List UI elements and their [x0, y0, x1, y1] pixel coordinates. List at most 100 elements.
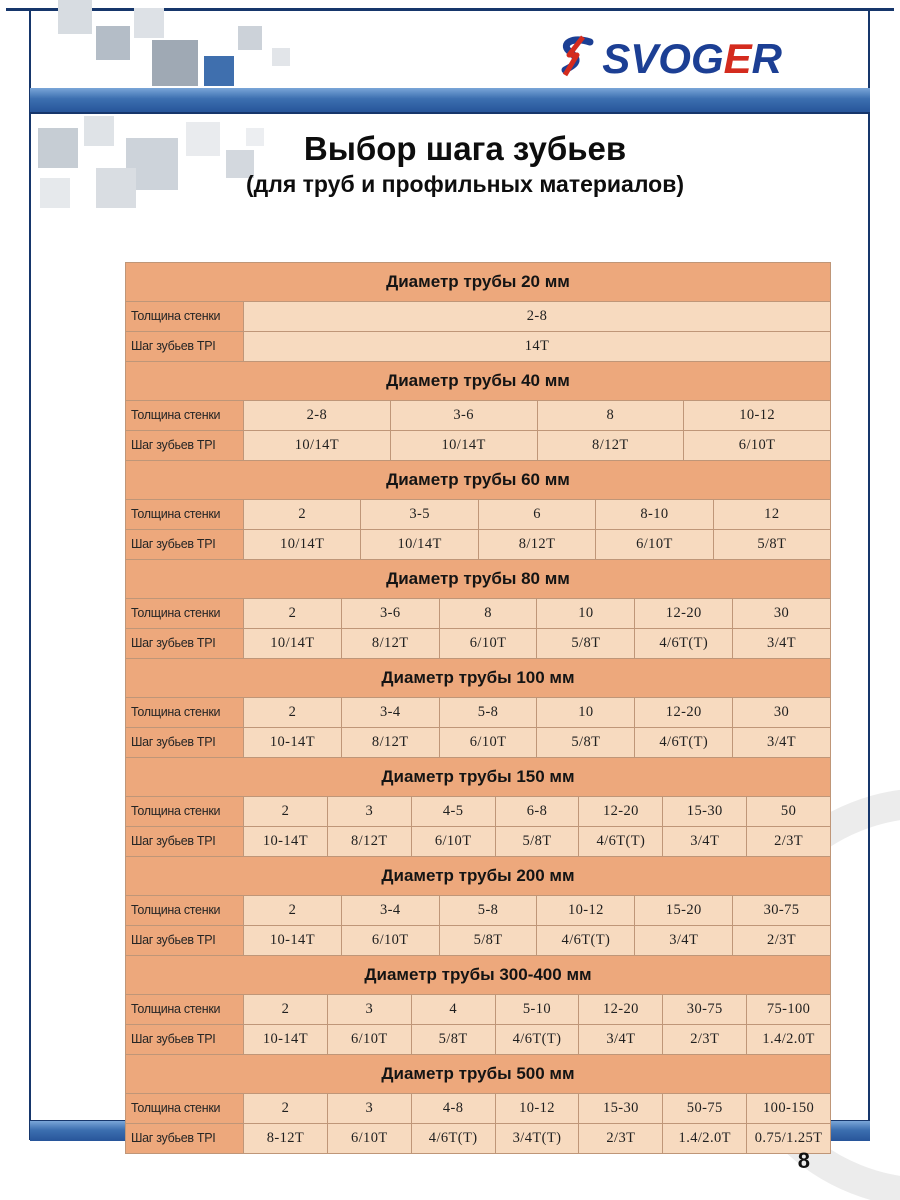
- table-row-thickness: Толщина стенки 2-8 3-6 8 10-12: [126, 400, 830, 430]
- row-label-thickness: Толщина стенки: [126, 500, 244, 529]
- decorative-square: [186, 122, 220, 156]
- value-cell: 6/10Т: [410, 827, 495, 856]
- value-cell: 3/4Т: [578, 1025, 663, 1054]
- decorative-square: [38, 128, 78, 168]
- section-header: Диаметр трубы 80 мм: [126, 559, 830, 598]
- table-section: Диаметр трубы 300-400 мм Толщина стенки 2 3…: [126, 955, 831, 1054]
- table-section: Диаметр трубы 60 мм Толщина стенки 2 3-5 6 8-…: [126, 460, 831, 559]
- row-label-tpi: Шаг зубьев TPI: [126, 629, 244, 658]
- value-cell: 4: [410, 995, 495, 1024]
- value-cell: 30-75: [662, 995, 747, 1024]
- value-cell: 6/10Т: [326, 1124, 411, 1153]
- header-bar: [30, 88, 870, 114]
- value-cell: 12-20: [578, 797, 663, 826]
- title-block: Выбор шага зубьев (для труб и профильных…: [0, 128, 900, 200]
- value-cell: 2: [244, 797, 327, 826]
- decorative-square: [84, 116, 114, 146]
- section-header: Диаметр трубы 150 мм: [126, 757, 830, 796]
- value-cell: 2: [244, 698, 341, 727]
- value-cell: 4/6Т(Т): [410, 1124, 495, 1153]
- row-label-tpi: Шаг зубьев TPI: [126, 332, 244, 361]
- value-cell: 10/14Т: [244, 431, 390, 460]
- value-cell: 6/10Т: [438, 728, 537, 757]
- value-cell: 12-20: [634, 698, 733, 727]
- table-section: Диаметр трубы 20 мм Толщина стенки 2-8 Шаг …: [126, 263, 830, 361]
- value-cell: 6/10Т: [438, 629, 537, 658]
- value-cell: 10-14Т: [244, 926, 341, 955]
- value-cell: 4/6Т(Т): [494, 1025, 579, 1054]
- value-cell: 6/10Т: [340, 926, 439, 955]
- row-label-thickness: Толщина стенки: [126, 995, 244, 1024]
- value-cell: 2/3Т: [732, 926, 830, 955]
- table-row-thickness: Толщина стенки 2 3 4-8 10-12 15-30 50-75 100-15…: [126, 1093, 831, 1123]
- decorative-square: [272, 48, 290, 66]
- value-cell: 2: [244, 896, 341, 925]
- value-cell: 8: [536, 401, 684, 430]
- row-label-thickness: Толщина стенки: [126, 599, 244, 628]
- row-label-thickness: Толщина стенки: [126, 797, 244, 826]
- table-row-tpi: Шаг зубьев TPI 8-12Т 6/10Т 4/6Т(Т) 3/4Т(Т) 2/…: [126, 1123, 831, 1153]
- value-cell: 50-75: [662, 1094, 747, 1123]
- value-cell: 3/4Т: [732, 728, 830, 757]
- value-cell: 1.4/2.0Т: [662, 1124, 747, 1153]
- value-cell: 10-14Т: [244, 827, 327, 856]
- section-header: Диаметр трубы 40 мм: [126, 361, 830, 400]
- value-cell: 4-5: [410, 797, 495, 826]
- value-cell: 6/10Т: [326, 1025, 411, 1054]
- value-cell: 6: [477, 500, 596, 529]
- row-label-tpi: Шаг зубьев TPI: [126, 1124, 244, 1153]
- table-row-tpi: Шаг зубьев TPI 14Т: [126, 331, 830, 361]
- value-cell: 15-30: [662, 797, 747, 826]
- decorative-square: [40, 178, 70, 208]
- row-label-tpi: Шаг зубьев TPI: [126, 431, 244, 460]
- value-cell: 10: [536, 599, 635, 628]
- value-cell: 50: [746, 797, 831, 826]
- table-row-thickness: Толщина стенки 2 3-6 8 10 12-20 30: [126, 598, 830, 628]
- value-cell: 6/10Т: [595, 530, 713, 559]
- value-cell: 10-14Т: [244, 1025, 327, 1054]
- value-cell: 15-30: [578, 1094, 663, 1123]
- section-header: Диаметр трубы 300-400 мм: [126, 955, 830, 994]
- value-cell: 3/4Т: [732, 629, 830, 658]
- row-label-thickness: Толщина стенки: [126, 401, 244, 430]
- table-row-tpi: Шаг зубьев TPI 10-14Т 8/12Т 6/10Т 5/8Т 4/6Т(Т…: [126, 727, 830, 757]
- table-section: Диаметр трубы 100 мм Толщина стенки 2 3-4 5-…: [126, 658, 830, 757]
- value-cell: 5-10: [494, 995, 579, 1024]
- value-cell: 10-12: [494, 1094, 579, 1123]
- decorative-square: [96, 168, 136, 208]
- value-cell: 2-8: [244, 401, 390, 430]
- value-cell: 2/3Т: [746, 827, 831, 856]
- value-cell: 14Т: [244, 332, 830, 361]
- section-header: Диаметр трубы 60 мм: [126, 460, 830, 499]
- table-row-thickness: Толщина стенки 2 3-4 5-8 10-12 15-20 30-75: [126, 895, 830, 925]
- section-header: Диаметр трубы 20 мм: [126, 263, 830, 301]
- section-header: Диаметр трубы 500 мм: [126, 1054, 830, 1093]
- value-cell: 3/4Т: [634, 926, 733, 955]
- table-row-tpi: Шаг зубьев TPI 10-14Т 6/10Т 5/8Т 4/6Т(Т) 3/4Т…: [126, 925, 830, 955]
- section-header: Диаметр трубы 100 мм: [126, 658, 830, 697]
- row-label-tpi: Шаг зубьев TPI: [126, 530, 244, 559]
- table-row-tpi: Шаг зубьев TPI 10/14Т 8/12Т 6/10Т 5/8Т 4/6Т(Т…: [126, 628, 830, 658]
- section-header: Диаметр трубы 200 мм: [126, 856, 830, 895]
- value-cell: 100-150: [746, 1094, 831, 1123]
- value-cell: 8/12Т: [536, 431, 684, 460]
- value-cell: 4/6Т(Т): [634, 629, 733, 658]
- table-section: Диаметр трубы 200 мм Толщина стенки 2 3-4 5-…: [126, 856, 830, 955]
- value-cell: 4/6Т(Т): [634, 728, 733, 757]
- page-frame: [29, 10, 870, 1140]
- table-section: Диаметр трубы 150 мм Толщина стенки 2 3 4-5 6…: [126, 757, 831, 856]
- logo-text-pre: SVOG: [602, 34, 724, 82]
- logo-icon: [552, 34, 596, 83]
- top-rule: [6, 8, 894, 11]
- value-cell: 8-10: [595, 500, 713, 529]
- table-section: Диаметр трубы 500 мм Толщина стенки 2 3 4-8 1…: [126, 1054, 831, 1153]
- value-cell: 8/12Т: [477, 530, 596, 559]
- value-cell: 2/3Т: [662, 1025, 747, 1054]
- row-label-tpi: Шаг зубьев TPI: [126, 926, 244, 955]
- row-label-tpi: Шаг зубьев TPI: [126, 1025, 244, 1054]
- value-cell: 4/6Т(Т): [578, 827, 663, 856]
- value-cell: 10-14Т: [244, 728, 341, 757]
- table-row-thickness: Толщина стенки 2 3-4 5-8 10 12-20 30: [126, 697, 830, 727]
- table-row-thickness: Толщина стенки 2 3-5 6 8-10 12: [126, 499, 831, 529]
